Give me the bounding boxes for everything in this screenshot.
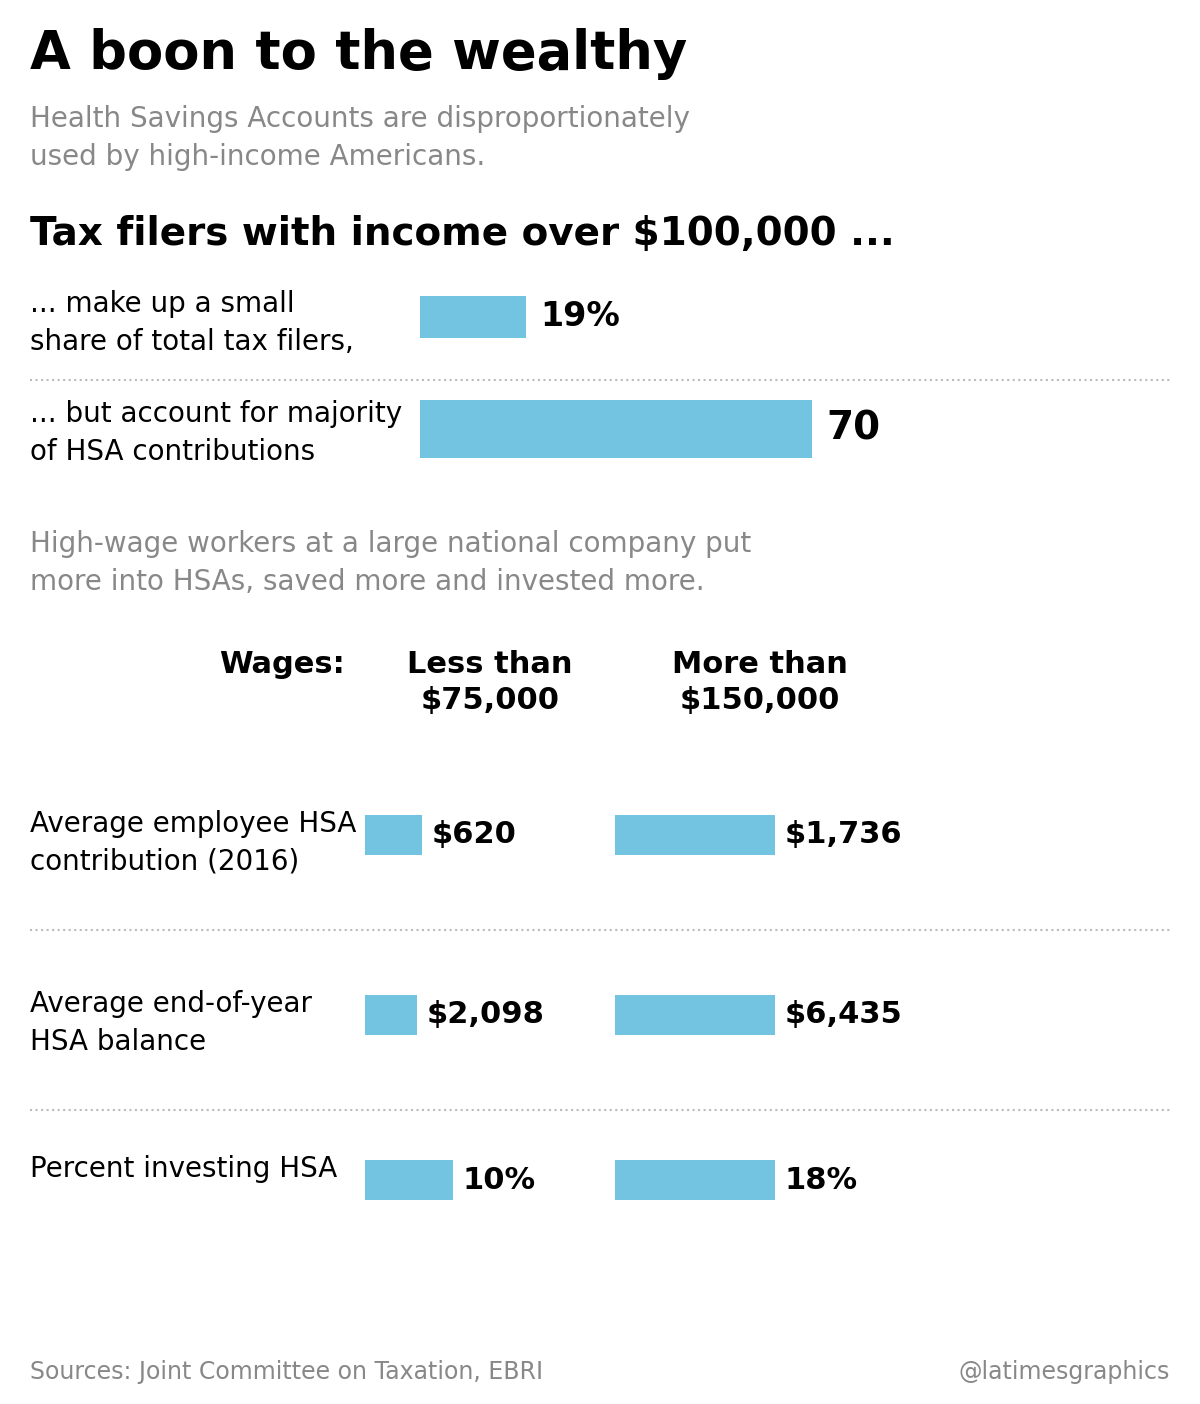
FancyBboxPatch shape (616, 814, 775, 855)
Text: Less than
$75,000: Less than $75,000 (407, 650, 572, 715)
Text: Average employee HSA
contribution (2016): Average employee HSA contribution (2016) (30, 810, 356, 876)
Text: $1,736: $1,736 (785, 820, 902, 849)
Text: Health Savings Accounts are disproportionately
used by high-income Americans.: Health Savings Accounts are disproportio… (30, 105, 690, 171)
FancyBboxPatch shape (420, 296, 526, 338)
Text: 10%: 10% (463, 1165, 536, 1195)
Text: $620: $620 (432, 820, 517, 849)
FancyBboxPatch shape (365, 995, 418, 1035)
Text: Percent investing HSA: Percent investing HSA (30, 1155, 337, 1184)
FancyBboxPatch shape (365, 814, 422, 855)
Text: @latimesgraphics: @latimesgraphics (959, 1360, 1170, 1384)
Text: High-wage workers at a large national company put
more into HSAs, saved more and: High-wage workers at a large national co… (30, 529, 751, 595)
FancyBboxPatch shape (365, 1160, 454, 1200)
Text: ... but account for majority
of HSA contributions: ... but account for majority of HSA cont… (30, 400, 402, 466)
Text: Tax filers with income over $100,000 ...: Tax filers with income over $100,000 ... (30, 215, 895, 253)
Text: Wages:: Wages: (220, 650, 346, 680)
FancyBboxPatch shape (420, 400, 812, 458)
Text: Average end-of-year
HSA balance: Average end-of-year HSA balance (30, 990, 312, 1056)
FancyBboxPatch shape (616, 995, 775, 1035)
FancyBboxPatch shape (616, 1160, 775, 1200)
Text: $2,098: $2,098 (427, 1001, 545, 1029)
Text: 19%: 19% (540, 300, 619, 334)
Text: A boon to the wealthy: A boon to the wealthy (30, 28, 688, 80)
Text: 70: 70 (826, 410, 880, 448)
Text: Sources: Joint Committee on Taxation, EBRI: Sources: Joint Committee on Taxation, EB… (30, 1360, 544, 1384)
Text: 18%: 18% (785, 1165, 858, 1195)
Text: More than
$150,000: More than $150,000 (672, 650, 848, 715)
Text: ... make up a small
share of total tax filers,: ... make up a small share of total tax f… (30, 291, 354, 355)
Text: $6,435: $6,435 (785, 1001, 902, 1029)
